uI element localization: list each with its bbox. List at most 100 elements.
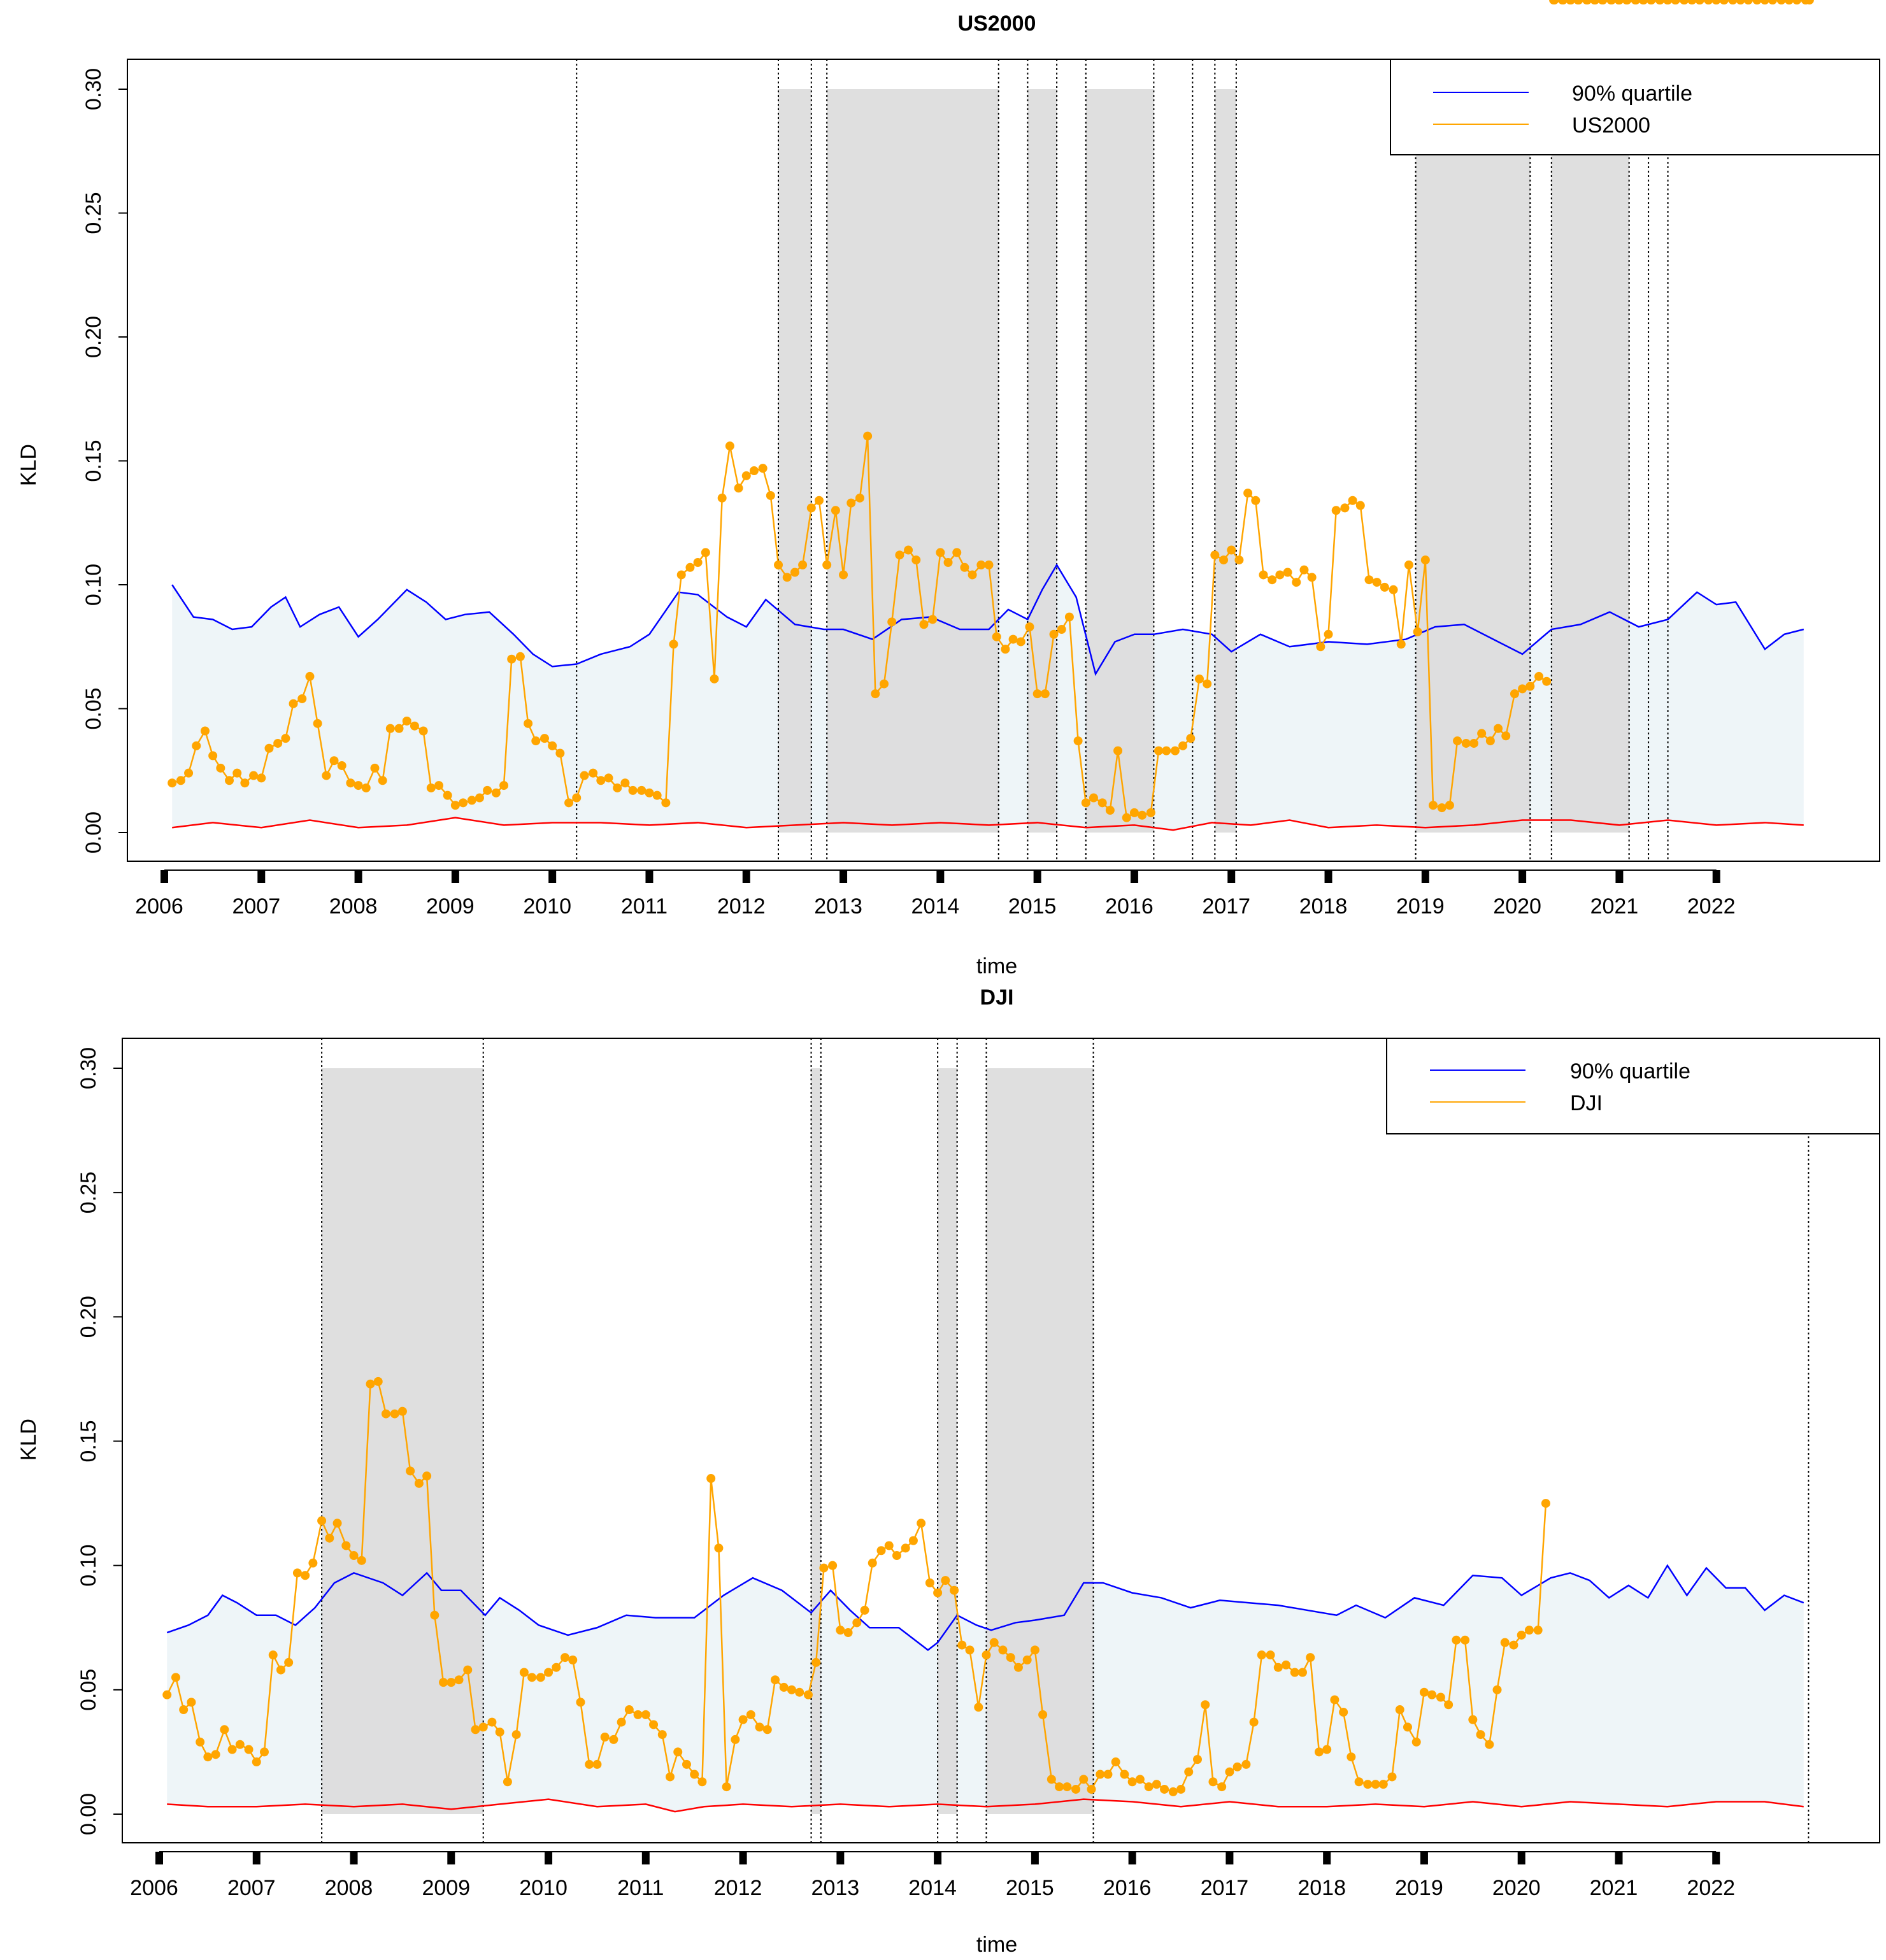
data-point [714,1543,724,1553]
data-point [1129,808,1139,817]
data-point [1372,578,1382,587]
x-tick-label: 2013 [811,1876,860,1900]
data-point [235,1740,245,1749]
data-point [211,1750,220,1759]
plot-layer: 0.00 0.05 0.10 0.15 0.20 0.25 0.30 2006 2007 2008… [76,0,1880,1900]
data-point [1152,1780,1161,1789]
y-tick-label: 0.00 [76,1793,101,1835]
data-point [697,1777,707,1787]
data-point [1517,1630,1526,1640]
data-point [609,1735,618,1744]
legend: 90% quartile DJI [1386,1038,1880,1134]
data-point [911,555,921,565]
data-point [1704,0,1713,4]
data-point [1087,1784,1096,1794]
x-tick-label: 2010 [523,894,571,919]
data-point [1122,813,1131,822]
data-point [989,1638,999,1647]
data-point [1322,1745,1332,1754]
x-tick-mark [1324,870,1332,883]
data-point [1363,1780,1373,1789]
data-point [536,1673,545,1682]
x-tick-label: 2017 [1202,894,1250,919]
x-tick-label: 2007 [232,894,280,919]
data-point [790,568,799,577]
data-point [422,1471,432,1481]
data-point [1427,1690,1437,1699]
y-tick-label: 0.05 [76,1669,101,1711]
data-point [1419,1687,1429,1697]
data-point [1040,689,1050,699]
data-point [1194,674,1204,683]
data-point [1614,0,1624,4]
data-point [1283,568,1292,577]
data-point [1331,506,1341,515]
x-tick-label: 2011 [621,894,668,919]
data-point [478,1722,488,1732]
data-point [322,771,331,780]
data-point [499,781,509,790]
data-point [1096,1770,1105,1779]
data-point [297,694,307,703]
data-point [1411,1737,1421,1747]
data-point [1103,1770,1113,1779]
data-point [1404,560,1413,569]
data-point [673,1747,683,1757]
data-point [919,620,929,629]
data-point [1316,642,1325,652]
data-point [803,1690,813,1699]
data-point [354,781,363,790]
data-point [782,573,792,582]
y-tick-label: 0.25 [76,1171,101,1213]
data-point [332,1519,342,1528]
x-tick-label: 2015 [1008,894,1057,919]
data-point [548,741,557,750]
data-point [1306,1653,1315,1663]
x-tick-mark [742,870,750,883]
data-point [1776,0,1786,4]
x-tick-label: 2009 [426,894,475,919]
data-point [483,785,492,795]
data-point [564,798,574,808]
data-point [439,1678,448,1687]
x-tick-label: 2022 [1687,894,1736,919]
data-point [1013,1663,1023,1672]
data-point [868,1558,877,1568]
data-point [381,1409,390,1419]
data-point [240,778,250,788]
x-tick-mark [252,1852,261,1864]
x-tick-label: 2006 [130,1876,178,1900]
data-point [232,768,242,778]
x-tick-label: 2020 [1492,1876,1541,1900]
data-point [475,793,484,803]
x-tick-label: 2008 [329,894,378,919]
data-point [179,1705,189,1715]
upper-quantile-line [166,1564,1804,1651]
data-point [1736,0,1745,4]
data-point [1055,1782,1064,1792]
data-point [701,548,710,557]
data-point [852,1618,862,1627]
x-tick-mark [1518,870,1527,883]
data-point [649,1720,659,1729]
data-point [1509,1640,1518,1650]
data-point [892,1551,901,1561]
shaded-region [1027,89,1057,833]
data-point [402,716,411,726]
data-point [284,1657,294,1667]
data-point [1225,1767,1234,1777]
data-point [1217,1782,1227,1792]
data-point [620,778,630,788]
data-point [561,1653,570,1663]
x-tick-mark [350,1852,358,1864]
data-point [200,726,210,736]
data-point [301,1571,310,1580]
legend-label-upper: 90% quartile [1570,1059,1690,1084]
data-point [666,1772,675,1782]
data-point [1273,1663,1283,1672]
data-point [1728,0,1738,4]
data-point [589,768,598,778]
data-point [357,1556,366,1565]
legend-box [1386,1038,1880,1134]
